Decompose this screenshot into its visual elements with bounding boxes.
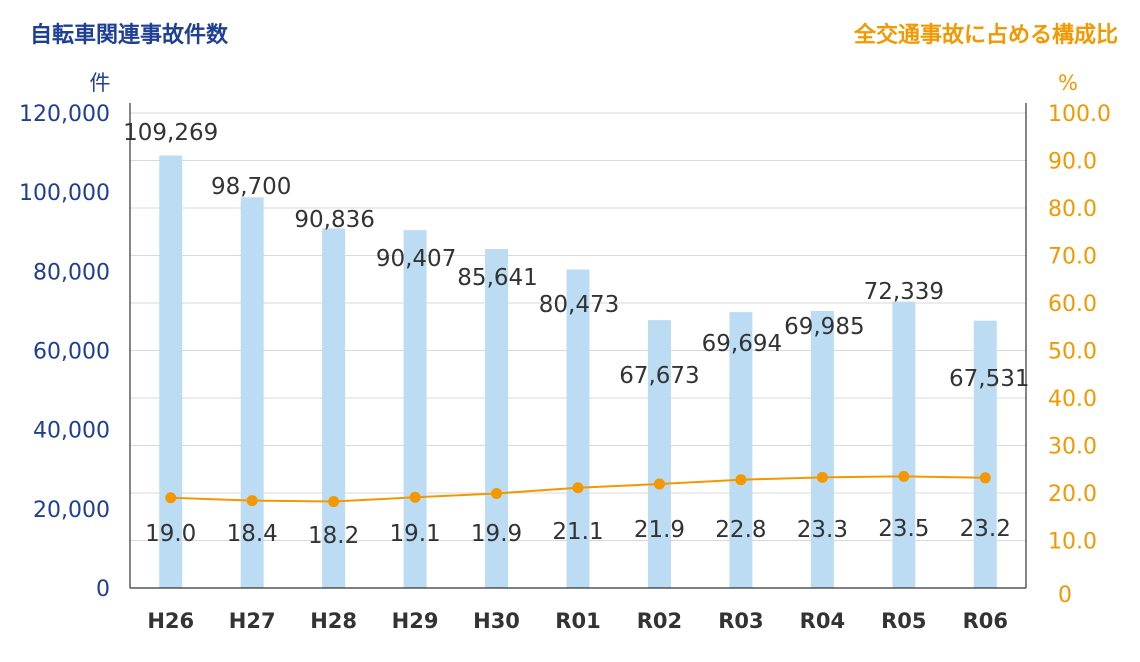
ratio-point-R01: [572, 482, 584, 494]
right-tick-2: 20.0: [1048, 482, 1097, 507]
left-tick-2: 40,000: [33, 419, 110, 444]
right-tick-1: 10.0: [1048, 530, 1097, 555]
bar-R01: [566, 269, 590, 588]
ratio-label-R02: 21.9: [634, 517, 685, 543]
bar-label-H26: 109,269: [123, 120, 218, 146]
right-tick-9: 90.0: [1048, 150, 1097, 175]
x-tick-R06: R06: [963, 609, 1008, 633]
left-tick-3: 60,000: [33, 340, 110, 365]
bar-H28: [322, 228, 346, 588]
x-tick-R02: R02: [637, 609, 682, 633]
ratio-label-R04: 23.3: [797, 517, 848, 543]
left-tick-4: 80,000: [33, 260, 110, 285]
bar-H27: [240, 197, 264, 588]
axes: [129, 103, 1027, 589]
ratio-label-R01: 21.1: [552, 519, 603, 545]
ratio-label-R05: 23.5: [878, 516, 929, 542]
bar-R02: [647, 320, 671, 588]
x-tick-H29: H29: [392, 609, 439, 633]
bar-label-H29: 90,407: [376, 246, 456, 272]
bar-label-H27: 98,700: [211, 174, 291, 200]
bar-label-R05: 72,339: [864, 279, 944, 305]
tick-labels: 0 20,000 40,000 60,000 80,000 100,000 120,000 0…: [19, 102, 1111, 633]
bar-R05: [892, 301, 916, 588]
ratio-label-H28: 18.2: [308, 523, 359, 549]
left-axis-unit: 件: [90, 71, 111, 95]
ratio-point-R03: [735, 474, 747, 486]
left-axis-title: 自転車関連事故件数: [30, 22, 229, 48]
right-tick-7: 70.0: [1048, 245, 1097, 270]
right-tick-4: 40.0: [1048, 387, 1097, 412]
bar-H30: [485, 249, 509, 588]
ratio-point-R02: [653, 478, 665, 490]
ratio-line: [165, 470, 991, 508]
bar-label-R06: 67,531: [949, 366, 1029, 392]
ratio-point-H26: [165, 492, 177, 504]
left-tick-5: 100,000: [19, 181, 110, 206]
ratio-label-R03: 22.8: [715, 517, 766, 543]
ratio-point-R05: [898, 470, 910, 482]
bar-R04: [810, 310, 834, 588]
x-tick-R05: R05: [881, 609, 926, 633]
bar-R06: [973, 320, 997, 588]
x-tick-H30: H30: [473, 609, 520, 633]
left-tick-6: 120,000: [19, 102, 110, 127]
bar-R03: [729, 312, 753, 588]
x-tick-R04: R04: [800, 609, 845, 633]
right-tick-5: 50.0: [1048, 340, 1097, 365]
left-tick-0: 0: [96, 577, 110, 602]
x-tick-R01: R01: [555, 609, 600, 633]
right-axis-unit: %: [1058, 71, 1078, 95]
ratio-point-H27: [246, 495, 258, 507]
bar-H26: [159, 155, 183, 588]
ratio-point-R06: [979, 472, 991, 484]
ratio-point-H28: [328, 496, 340, 508]
right-tick-3: 30.0: [1048, 435, 1097, 460]
right-tick-6: 60.0: [1048, 292, 1097, 317]
ratio-point-R04: [816, 471, 828, 483]
bar-label-H28: 90,836: [294, 207, 374, 233]
ratio-label-H26: 19.0: [145, 521, 196, 547]
left-tick-1: 20,000: [33, 498, 110, 523]
x-tick-H26: H26: [147, 609, 194, 633]
ratio-label-R06: 23.2: [960, 516, 1011, 542]
x-tick-H27: H27: [229, 609, 276, 633]
x-tick-H28: H28: [310, 609, 357, 633]
bar-label-H30: 85,641: [457, 265, 537, 291]
bar-label-R01: 80,473: [539, 292, 619, 318]
bars: [159, 155, 997, 588]
ratio-label-H29: 19.1: [389, 521, 440, 547]
right-tick-0: 0: [1058, 583, 1072, 608]
right-axis-title: 全交通事故に占める構成比: [853, 22, 1118, 48]
right-tick-10: 100.0: [1048, 102, 1111, 127]
ratio-label-H30: 19.9: [471, 521, 522, 547]
right-tick-8: 80.0: [1048, 197, 1097, 222]
bar-label-R03: 69,694: [702, 331, 782, 357]
ratio-label-H27: 18.4: [227, 521, 278, 547]
ratio-point-H30: [491, 487, 503, 499]
bar-label-R04: 69,985: [784, 314, 864, 340]
bar-label-R02: 67,673: [619, 363, 699, 389]
ratio-point-H29: [409, 491, 421, 503]
x-tick-R03: R03: [718, 609, 763, 633]
